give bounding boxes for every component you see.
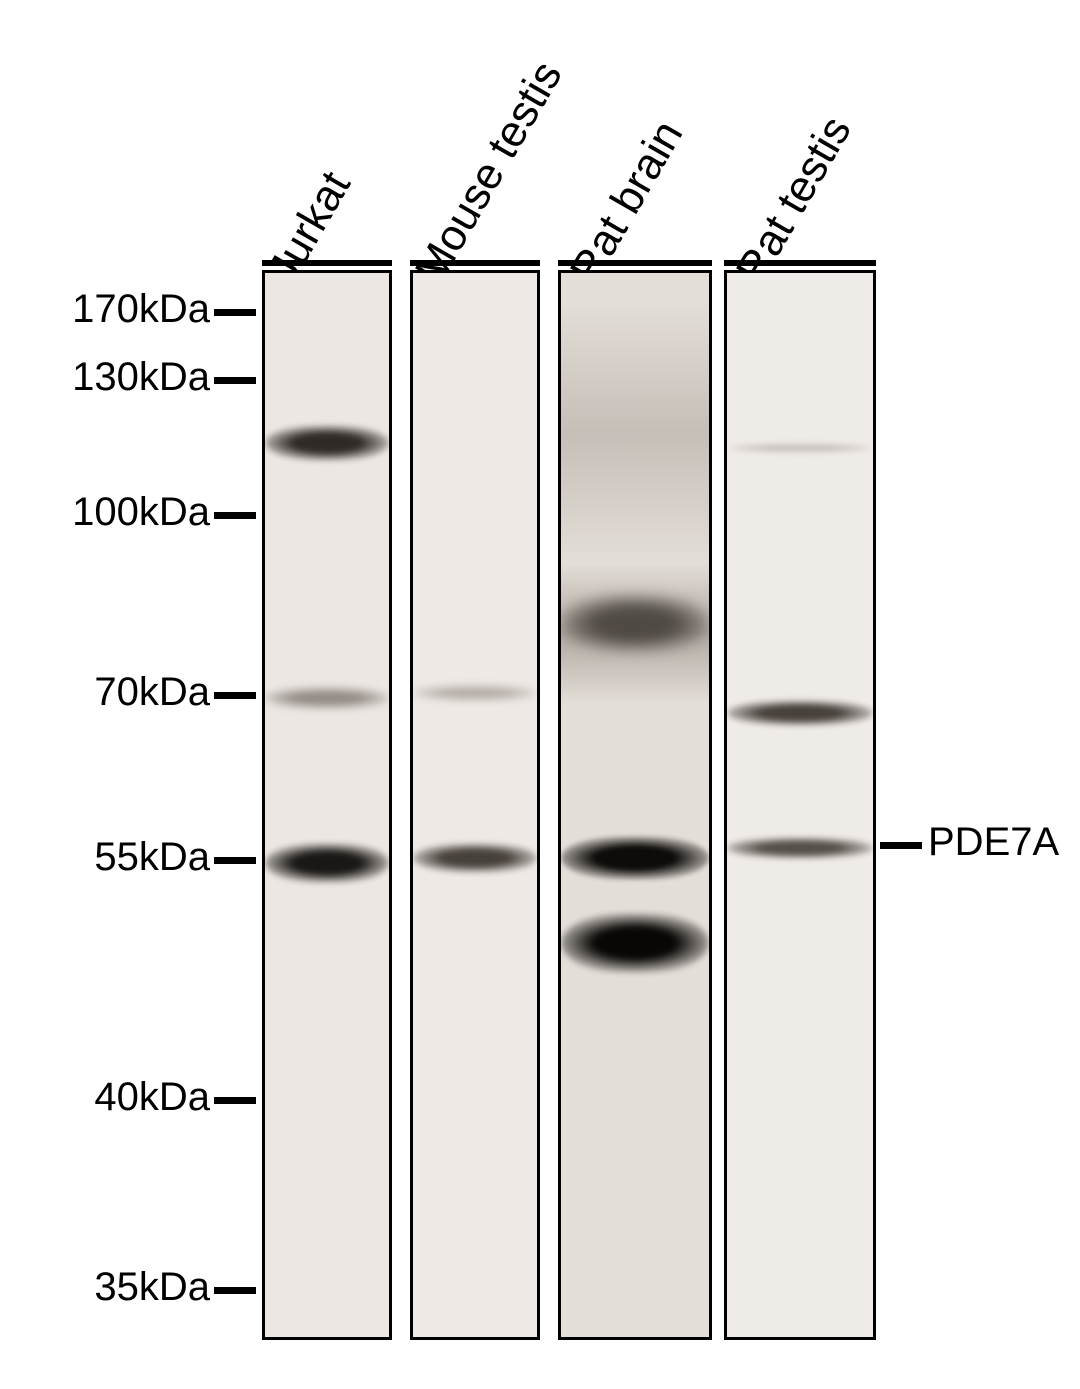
lane-underline <box>724 260 876 266</box>
lane-underline <box>262 260 392 266</box>
ladder-tick <box>214 1097 256 1104</box>
lane-box <box>724 270 876 1340</box>
ladder-label: 55kDa <box>94 835 210 880</box>
ladder-label: 130kDa <box>72 355 210 400</box>
lane-box <box>262 270 392 1340</box>
ladder-label: 70kDa <box>94 670 210 715</box>
ladder-tick <box>214 857 256 864</box>
ladder-tick <box>214 512 256 519</box>
ladder-tick <box>214 1287 256 1294</box>
lane-box <box>410 270 540 1340</box>
ladder-tick <box>214 377 256 384</box>
lane-box <box>558 270 712 1340</box>
blot-band <box>561 913 709 973</box>
target-tick <box>880 842 922 849</box>
ladder-label: 100kDa <box>72 490 210 535</box>
blot-band <box>413 843 537 873</box>
ladder-label: 40kDa <box>94 1075 210 1120</box>
lane-smear <box>561 303 709 563</box>
blot-band <box>561 593 709 653</box>
blot-band <box>727 700 873 726</box>
western-blot-figure: 170kDa130kDa100kDa70kDa55kDa40kDa35kDa J… <box>0 0 1080 1389</box>
ladder-label: 35kDa <box>94 1265 210 1310</box>
blot-band <box>265 843 389 883</box>
lane-label: Mouse testis <box>406 53 573 292</box>
blot-band <box>727 443 873 453</box>
target-label: PDE7A <box>928 820 1059 865</box>
blot-band <box>265 425 389 461</box>
ladder-label: 170kDa <box>72 287 210 332</box>
blot-band <box>561 836 709 880</box>
lane-underline <box>558 260 712 266</box>
blot-band <box>413 685 537 701</box>
ladder-tick <box>214 692 256 699</box>
lane-underline <box>410 260 540 266</box>
blot-band <box>727 837 873 859</box>
blot-band <box>265 687 389 709</box>
ladder-tick <box>214 309 256 316</box>
